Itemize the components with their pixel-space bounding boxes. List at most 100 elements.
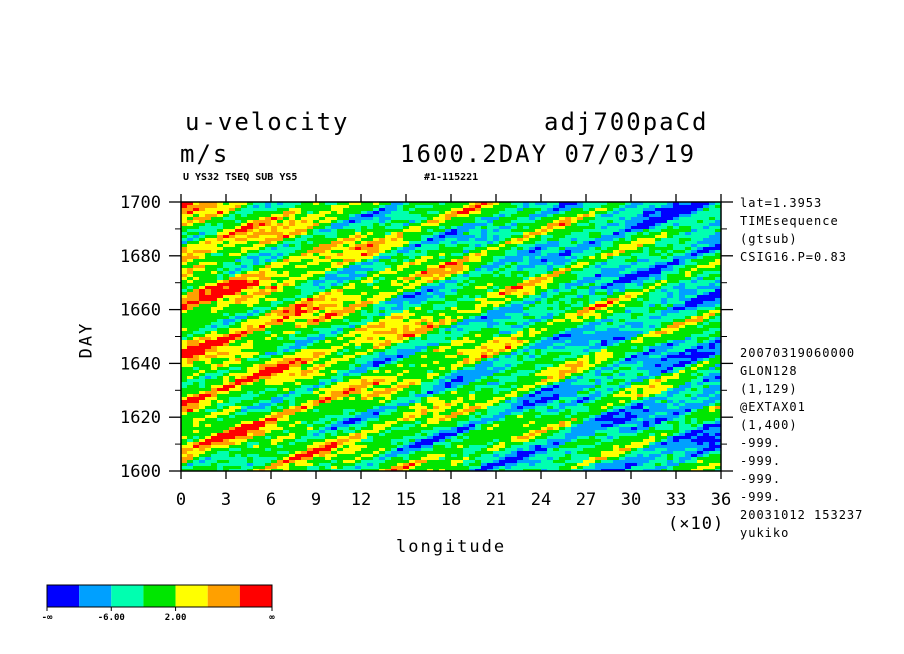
heatmap-cell: [475, 226, 482, 230]
heatmap-cell: [193, 319, 200, 323]
heatmap-cell: [523, 247, 530, 251]
heatmap-cell: [391, 226, 398, 230]
heatmap-cell: [655, 262, 662, 266]
heatmap-cell: [319, 367, 326, 371]
heatmap-cell: [649, 334, 656, 338]
heatmap-cell: [445, 295, 452, 299]
heatmap-cell: [211, 205, 218, 209]
heatmap-cell: [253, 223, 260, 227]
heatmap-cell: [427, 217, 434, 221]
heatmap-cell: [553, 283, 560, 287]
heatmap-cell: [475, 250, 482, 254]
heatmap-cell: [715, 259, 721, 263]
heatmap-cell: [433, 331, 440, 335]
heatmap-cell: [397, 271, 404, 275]
heatmap-cell: [661, 343, 668, 347]
heatmap-cell: [553, 361, 560, 365]
heatmap-cell: [457, 301, 464, 305]
heatmap-cell: [193, 313, 200, 317]
heatmap-cell: [409, 253, 416, 257]
heatmap-cell: [571, 241, 578, 245]
heatmap-cell: [529, 304, 536, 308]
heatmap-cell: [229, 247, 236, 251]
heatmap-cell: [343, 280, 350, 284]
heatmap-cell: [265, 361, 272, 365]
heatmap-cell: [631, 334, 638, 338]
heatmap-cell: [715, 223, 721, 227]
heatmap-cell: [547, 319, 554, 323]
heatmap-cell: [229, 277, 236, 281]
heatmap-cell: [211, 286, 218, 290]
heatmap-cell: [463, 331, 470, 335]
heatmap-cell: [571, 286, 578, 290]
heatmap-cell: [349, 355, 356, 359]
heatmap-cell: [475, 289, 482, 293]
heatmap-cell: [589, 235, 596, 239]
heatmap-cell: [265, 226, 272, 230]
heatmap-cell: [583, 334, 590, 338]
heatmap-cell: [673, 229, 680, 233]
heatmap-cell: [601, 349, 608, 353]
heatmap-cell: [325, 292, 332, 296]
heatmap-cell: [379, 217, 386, 221]
heatmap-cell: [505, 319, 512, 323]
heatmap-cell: [439, 256, 446, 260]
heatmap-cell: [181, 343, 188, 347]
heatmap-cell: [403, 361, 410, 365]
heatmap-cell: [523, 250, 530, 254]
heatmap-cell: [481, 307, 488, 311]
heatmap-cell: [349, 313, 356, 317]
heatmap-cell: [301, 205, 308, 209]
heatmap-cell: [457, 328, 464, 332]
heatmap-cell: [217, 262, 224, 266]
heatmap-cell: [367, 265, 374, 269]
heatmap-cell: [433, 280, 440, 284]
heatmap-cell: [253, 283, 260, 287]
heatmap-cell: [265, 310, 272, 314]
heatmap-cell: [595, 343, 602, 347]
heatmap-cell: [523, 325, 530, 329]
heatmap-cell: [229, 229, 236, 233]
heatmap-cell: [625, 229, 632, 233]
heatmap-cell: [631, 313, 638, 317]
heatmap-cell: [439, 271, 446, 275]
heatmap-cell: [289, 367, 296, 371]
heatmap-cell: [337, 259, 344, 263]
heatmap-cell: [415, 310, 422, 314]
heatmap-cell: [481, 358, 488, 362]
heatmap-cell: [469, 325, 476, 329]
heatmap-cell: [439, 202, 446, 206]
heatmap-cell: [385, 301, 392, 305]
heatmap-cell: [673, 241, 680, 245]
heatmap-cell: [283, 274, 290, 278]
heatmap-cell: [481, 265, 488, 269]
heatmap-cell: [295, 352, 302, 356]
heatmap-cell: [415, 367, 422, 371]
heatmap-cell: [691, 286, 698, 290]
heatmap-cell: [679, 241, 686, 245]
heatmap-cell: [241, 313, 248, 317]
heatmap-cell: [373, 349, 380, 353]
heatmap-cell: [643, 205, 650, 209]
heatmap-cell: [355, 361, 362, 365]
heatmap-cell: [229, 223, 236, 227]
heatmap-cell: [667, 358, 674, 362]
heatmap-cell: [391, 289, 398, 293]
heatmap-cell: [673, 286, 680, 290]
heatmap-cell: [205, 238, 212, 242]
heatmap-cell: [355, 238, 362, 242]
heatmap-cell: [199, 352, 206, 356]
heatmap-cell: [625, 319, 632, 323]
heatmap-cell: [493, 211, 500, 215]
heatmap-cell: [583, 256, 590, 260]
heatmap-cell: [499, 298, 506, 302]
heatmap-cell: [481, 343, 488, 347]
heatmap-cell: [319, 310, 326, 314]
heatmap-cell: [673, 304, 680, 308]
heatmap-cell: [631, 247, 638, 251]
heatmap-cell: [511, 319, 518, 323]
heatmap-cell: [433, 319, 440, 323]
heatmap-cell: [553, 208, 560, 212]
heatmap-cell: [445, 355, 452, 359]
heatmap-cell: [361, 301, 368, 305]
